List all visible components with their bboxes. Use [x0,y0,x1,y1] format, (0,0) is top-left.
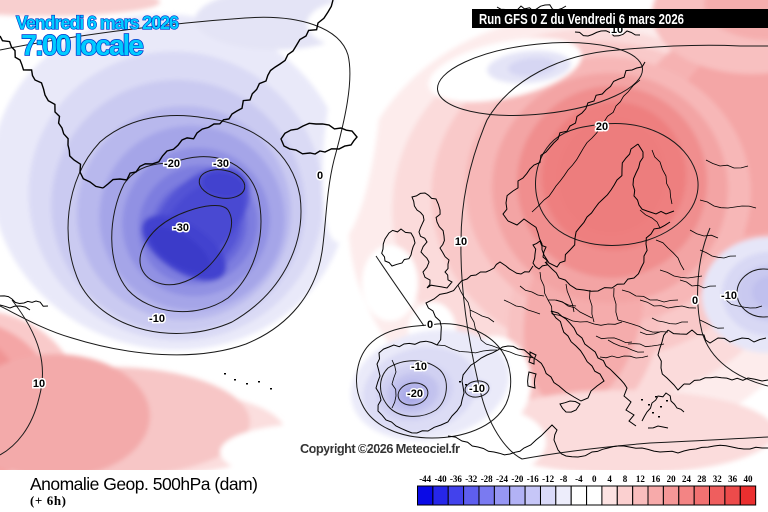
svg-text:-10: -10 [149,313,165,325]
svg-text:40: 40 [744,474,754,484]
svg-text:-28: -28 [481,474,493,484]
svg-text:-20: -20 [164,158,180,170]
svg-text:0: 0 [592,474,597,484]
svg-text:20: 20 [596,121,608,133]
svg-text:Anomalie Geop. 500hPa (dam): Anomalie Geop. 500hPa (dam) [30,474,258,494]
svg-text:Run GFS 0 Z du Vendredi 6 mars: Run GFS 0 Z du Vendredi 6 mars 2026 [479,11,684,28]
svg-text:Vendredi 6 mars 2026: Vendredi 6 mars 2026 [16,13,179,33]
svg-text:0: 0 [692,295,698,307]
svg-text:-24: -24 [496,474,508,484]
svg-text:10: 10 [455,236,467,248]
svg-text:-40: -40 [435,474,447,484]
svg-text:28: 28 [697,474,707,484]
svg-text:-12: -12 [542,474,554,484]
svg-text:36: 36 [728,474,738,484]
svg-text:24: 24 [682,474,692,484]
svg-text:32: 32 [713,474,723,484]
svg-text:0: 0 [317,170,323,182]
svg-text:-36: -36 [450,474,462,484]
svg-text:-10: -10 [469,383,485,395]
svg-text:-30: -30 [173,222,189,234]
svg-text:8: 8 [623,474,628,484]
svg-text:4: 4 [607,474,612,484]
svg-text:10: 10 [33,378,45,390]
svg-text:-44: -44 [419,474,431,484]
svg-text:16: 16 [651,474,661,484]
svg-text:-20: -20 [407,388,423,400]
svg-text:-10: -10 [721,290,737,302]
svg-text:12: 12 [636,474,646,484]
svg-text:7:00 locale: 7:00 locale [21,30,144,62]
svg-text:-8: -8 [560,474,568,484]
svg-text:Copyright ©2026 Meteociel.fr: Copyright ©2026 Meteociel.fr [300,441,460,456]
svg-text:-32: -32 [465,474,477,484]
svg-text:-16: -16 [527,474,539,484]
svg-text:0: 0 [427,319,433,331]
svg-text:20: 20 [667,474,677,484]
svg-text:(+ 6h): (+ 6h) [30,493,66,508]
svg-text:-20: -20 [511,474,523,484]
svg-text:-30: -30 [213,158,229,170]
svg-text:-4: -4 [575,474,583,484]
svg-text:-10: -10 [411,361,427,373]
